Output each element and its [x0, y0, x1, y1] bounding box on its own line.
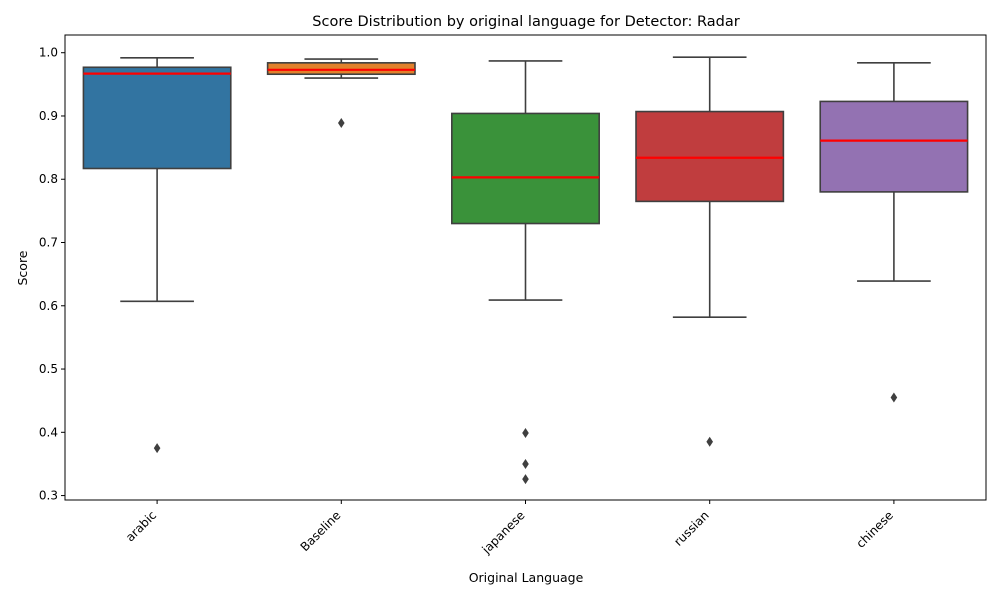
y-tick-label: 0.9: [39, 109, 58, 123]
outlier-point: [522, 474, 529, 485]
outlier-point: [522, 458, 529, 469]
y-axis-label: Score: [15, 250, 30, 285]
box-iqr: [451, 112, 600, 225]
outlier-point: [522, 427, 529, 438]
y-tick-label: 0.7: [39, 236, 58, 250]
x-axis: arabic Baseline japanese russian chinese: [123, 500, 896, 557]
x-tick-label: Baseline: [298, 508, 344, 554]
box-group-arabic: [82, 56, 232, 454]
y-tick-label: 1.0: [39, 46, 58, 60]
x-axis-label: Original Language: [469, 570, 584, 585]
y-tick-label: 0.6: [39, 299, 58, 313]
box-group-russian: [635, 56, 785, 447]
x-tick-label: arabic: [123, 508, 159, 544]
box-iqr: [266, 62, 416, 76]
box-iqr: [82, 66, 232, 170]
x-tick-label: japanese: [479, 508, 528, 557]
plot-area: [82, 56, 969, 485]
outlier-point: [338, 117, 345, 128]
y-tick-label: 0.5: [39, 362, 58, 376]
box-group-japanese: [451, 60, 600, 485]
y-axis: 0.3 0.4 0.5 0.6 0.7 0.8 0.9 1.0: [39, 46, 65, 503]
box-iqr: [819, 100, 969, 193]
box-group-chinese: [819, 62, 969, 403]
y-tick-label: 0.3: [39, 489, 58, 503]
outlier-point: [153, 443, 161, 454]
chart-title: Score Distribution by original language …: [312, 14, 739, 30]
x-tick-label: russian: [671, 508, 712, 549]
outlier-point: [890, 392, 898, 403]
box-group-baseline: [266, 58, 416, 128]
outlier-point: [706, 436, 713, 447]
box-iqr: [635, 110, 785, 203]
x-tick-label: chinese: [853, 508, 896, 551]
y-tick-label: 0.4: [39, 425, 58, 439]
y-tick-label: 0.8: [39, 172, 58, 186]
